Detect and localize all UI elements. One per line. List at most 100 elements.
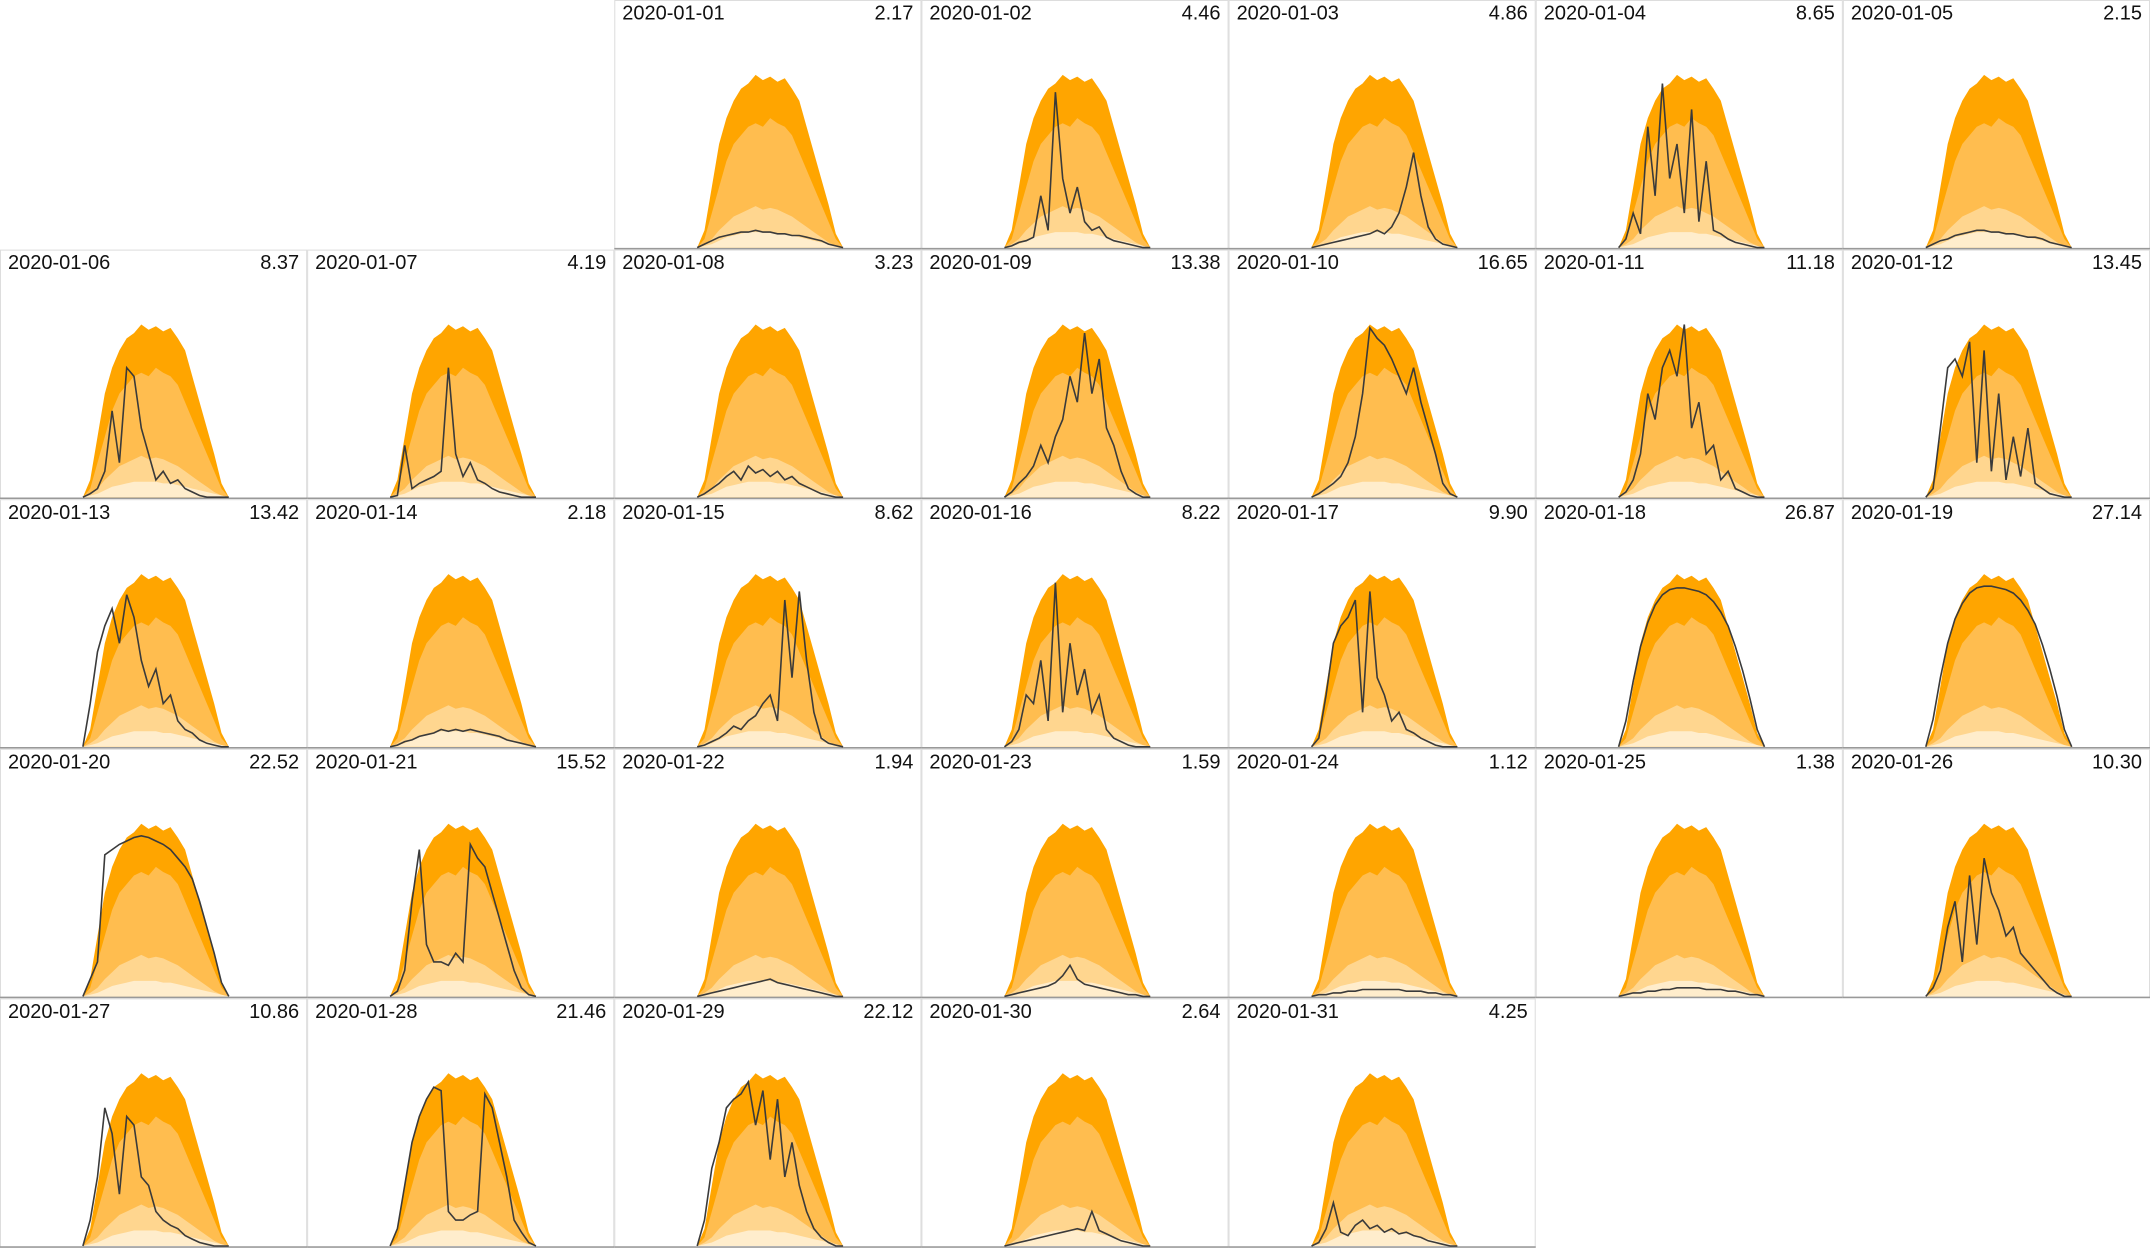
- band-area: [1311, 617, 1458, 747]
- production-line: [1004, 963, 1151, 998]
- band-area: [1618, 731, 1765, 747]
- band-area: [1925, 118, 2072, 248]
- date-label: 2020-01-11: [1544, 252, 1645, 274]
- production-line: [697, 591, 844, 748]
- date-label: 2020-01-02: [929, 3, 1031, 25]
- date-label: 2020-01-23: [929, 751, 1031, 773]
- band-area: [82, 367, 229, 498]
- total-label: 1.94: [874, 751, 913, 773]
- band-area: [697, 980, 844, 997]
- date-label: 2020-01-26: [1851, 751, 1953, 773]
- band-area: [390, 481, 536, 498]
- band-area: [1618, 232, 1765, 248]
- total-label: 8.22: [1182, 502, 1221, 524]
- band-area: [1311, 118, 1458, 248]
- total-label: 13.42: [249, 502, 299, 524]
- date-label: 2020-01-18: [1544, 502, 1646, 524]
- total-label: 26.87: [1785, 502, 1835, 524]
- production-line: [1618, 987, 1765, 998]
- production-line: [697, 978, 844, 998]
- band-area: [390, 980, 536, 997]
- total-label: 8.62: [874, 502, 913, 524]
- band-area: [1618, 118, 1765, 248]
- total-label: 10.30: [2092, 751, 2142, 773]
- band-area: [82, 866, 229, 997]
- band-area: [82, 731, 229, 747]
- band-area: [1618, 617, 1765, 747]
- band-area: [1311, 367, 1458, 498]
- date-label: 2020-01-19: [1851, 502, 1953, 524]
- band-area: [1925, 866, 2072, 997]
- band-area: [697, 866, 844, 997]
- date-label: 2020-01-28: [315, 1001, 417, 1023]
- band-area: [1925, 617, 2072, 747]
- production-line: [696, 464, 844, 498]
- production-line: [1004, 1209, 1151, 1247]
- date-label: 2020-01-13: [8, 502, 110, 524]
- total-label: 10.86: [249, 1001, 299, 1023]
- band-area: [697, 232, 844, 248]
- band-area: [1004, 731, 1151, 747]
- date-label: 2020-01-01: [622, 3, 724, 25]
- band-area: [82, 481, 229, 498]
- total-label: 4.25: [1489, 1001, 1528, 1023]
- band-area: [390, 1116, 536, 1246]
- total-label: 4.46: [1182, 3, 1221, 25]
- total-label: 27.14: [2092, 502, 2142, 524]
- band-area: [1618, 481, 1765, 498]
- production-line: [1617, 83, 1765, 249]
- date-label: 2020-01-14: [315, 502, 417, 524]
- band-area: [697, 118, 844, 248]
- band-area: [1925, 232, 2072, 248]
- total-label: 2.18: [567, 502, 606, 524]
- band-area: [1618, 866, 1765, 997]
- band-area: [1925, 980, 2072, 997]
- band-area: [82, 1116, 229, 1246]
- date-label: 2020-01-30: [929, 1001, 1031, 1023]
- date-label: 2020-01-17: [1237, 502, 1339, 524]
- total-label: 4.86: [1489, 3, 1528, 25]
- date-label: 2020-01-10: [1237, 252, 1339, 274]
- production-line: [1311, 152, 1458, 249]
- band-area: [697, 731, 844, 747]
- date-label: 2020-01-05: [1851, 3, 1953, 25]
- band-area: [390, 866, 536, 997]
- date-label: 2020-01-06: [8, 252, 110, 274]
- band-area: [697, 1230, 844, 1246]
- band-area: [1311, 980, 1458, 997]
- production-line: [389, 1086, 537, 1247]
- band-area: [82, 617, 229, 747]
- production-line: [82, 834, 230, 997]
- total-label: 2.64: [1182, 1001, 1221, 1023]
- date-label: 2020-01-22: [622, 751, 724, 773]
- production-line: [82, 365, 229, 498]
- production-line: [1003, 333, 1151, 498]
- band-area: [697, 1116, 844, 1246]
- date-label: 2020-01-31: [1237, 1001, 1339, 1023]
- production-line: [696, 1079, 844, 1247]
- band-area: [1925, 367, 2072, 498]
- production-line: [1925, 229, 2072, 249]
- production-line: [389, 728, 537, 748]
- band-area: [1004, 232, 1151, 248]
- band-area: [1004, 1116, 1151, 1246]
- band-area: [1311, 481, 1458, 498]
- date-label: 2020-01-27: [8, 1001, 110, 1023]
- date-label: 2020-01-12: [1851, 252, 1953, 274]
- band-area: [1618, 980, 1765, 997]
- date-label: 2020-01-07: [315, 252, 417, 274]
- band-area: [1311, 866, 1458, 997]
- production-line: [1617, 587, 1766, 748]
- date-label: 2020-01-21: [315, 751, 417, 773]
- total-label: 22.52: [249, 751, 299, 773]
- production-line: [1004, 92, 1151, 249]
- production-line: [1003, 582, 1151, 748]
- total-label: 15.52: [556, 751, 606, 773]
- date-label: 2020-01-16: [929, 502, 1031, 524]
- date-label: 2020-01-29: [622, 1001, 724, 1023]
- band-area: [1925, 731, 2072, 747]
- band-area: [390, 367, 536, 498]
- total-label: 16.65: [1478, 252, 1528, 274]
- total-label: 2.17: [874, 3, 913, 25]
